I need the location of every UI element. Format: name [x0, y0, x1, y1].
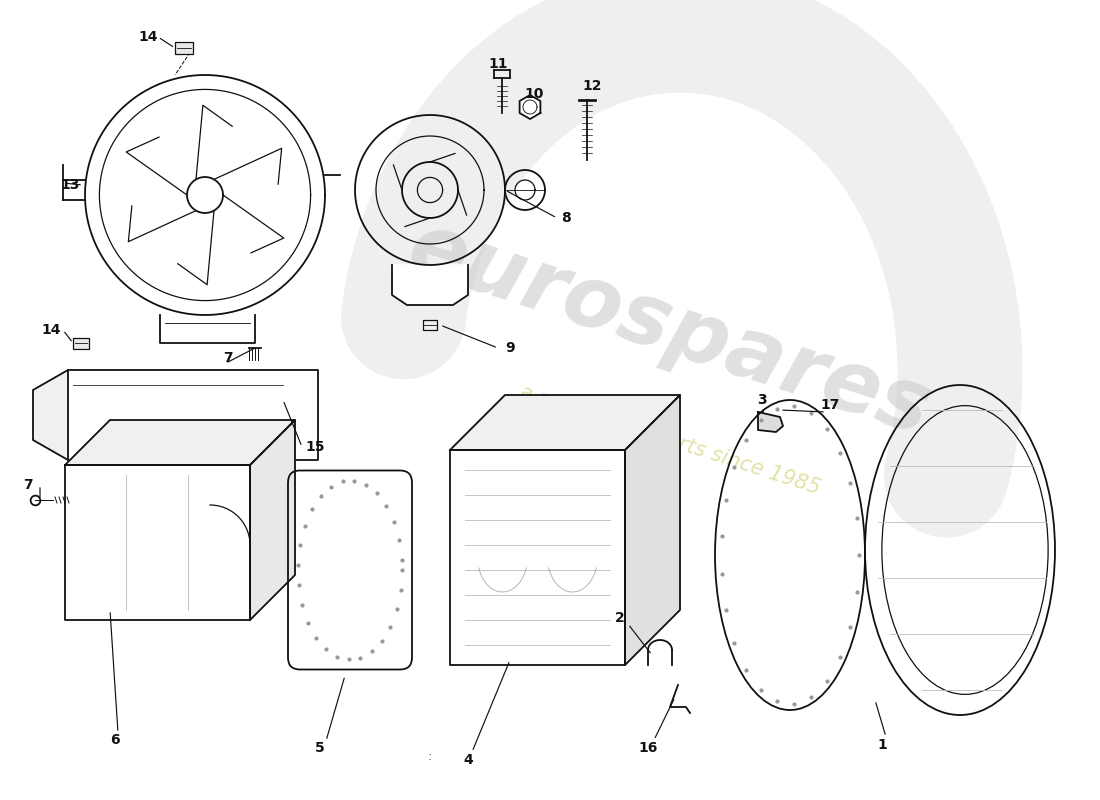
Text: 1: 1 — [877, 738, 887, 752]
Text: 14: 14 — [139, 30, 157, 44]
Polygon shape — [33, 370, 68, 460]
Polygon shape — [450, 450, 625, 665]
Bar — [73, 338, 89, 349]
Text: 6: 6 — [110, 733, 120, 747]
Polygon shape — [450, 395, 680, 450]
Text: 7: 7 — [223, 351, 233, 365]
Polygon shape — [392, 265, 468, 305]
Text: :: : — [428, 750, 432, 763]
Text: 7: 7 — [23, 478, 33, 492]
Text: 15: 15 — [306, 440, 324, 454]
Polygon shape — [519, 95, 540, 119]
Polygon shape — [250, 420, 295, 620]
Text: 13: 13 — [60, 178, 79, 192]
Bar — [424, 320, 437, 330]
Text: eurospares: eurospares — [398, 206, 942, 454]
Polygon shape — [65, 465, 250, 620]
Text: 16: 16 — [638, 741, 658, 755]
Text: 12: 12 — [582, 79, 602, 93]
Text: 2: 2 — [615, 611, 625, 625]
Text: a passion for parts since 1985: a passion for parts since 1985 — [517, 382, 823, 498]
Text: 3: 3 — [757, 393, 767, 407]
Polygon shape — [758, 412, 783, 432]
Text: 4: 4 — [463, 753, 473, 767]
Text: 17: 17 — [821, 398, 839, 412]
Text: 10: 10 — [525, 87, 543, 101]
Polygon shape — [68, 370, 318, 490]
Text: 14: 14 — [42, 323, 60, 337]
Text: 9: 9 — [505, 341, 515, 355]
Text: 11: 11 — [488, 57, 508, 71]
Bar — [175, 42, 192, 54]
Polygon shape — [65, 420, 295, 465]
Polygon shape — [625, 395, 680, 665]
Text: 5: 5 — [315, 741, 324, 755]
Text: 8: 8 — [561, 211, 571, 225]
